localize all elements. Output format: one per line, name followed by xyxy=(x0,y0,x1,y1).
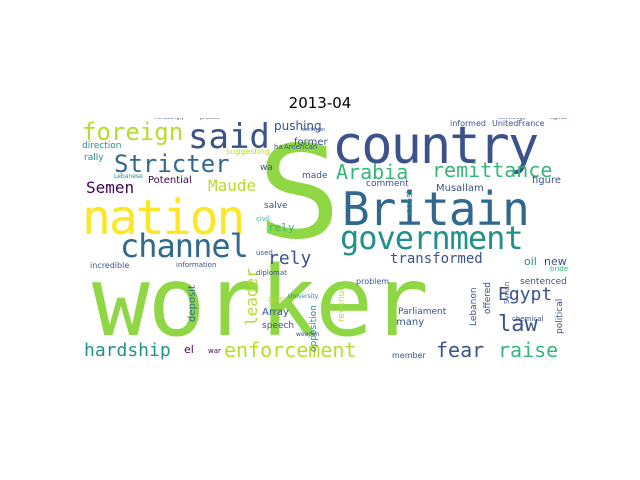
word-diplomat: diplomat xyxy=(256,269,287,277)
word-britain: Britain xyxy=(342,182,530,236)
word-opposition: opposition xyxy=(309,305,319,352)
word-said: said xyxy=(188,118,270,157)
word-syrian: Syrian xyxy=(503,281,511,304)
word-nation: nation xyxy=(82,190,245,246)
word-increasingly: increasingly xyxy=(154,118,185,121)
word-offered: offered xyxy=(483,282,493,314)
word-lebanon: Lebanon xyxy=(469,287,479,326)
word-technology: technology xyxy=(498,118,526,121)
word-chemical: chemical xyxy=(512,315,544,323)
word-remittance: remittance xyxy=(432,158,553,182)
word-musallam: Musallam xyxy=(436,183,484,194)
word-law: law xyxy=(498,312,538,337)
word-egypt: Egypt xyxy=(498,284,553,305)
word-informed: informed xyxy=(450,119,486,128)
word-war: war xyxy=(208,347,221,355)
word-pushing: pushing xyxy=(274,119,322,133)
word-many: many xyxy=(396,317,425,328)
word-revenue: revenue xyxy=(337,285,347,322)
word-foreign: foreign xyxy=(82,118,184,146)
word-figure: figure xyxy=(532,175,562,186)
word-united: United xyxy=(492,119,519,128)
word-channel: channel xyxy=(120,227,249,265)
word-former: former xyxy=(294,137,328,148)
word-suggesting: suggesting xyxy=(226,147,270,156)
word-incredible: incredible xyxy=(90,261,130,270)
chart-title: 2013-04 xyxy=(288,94,352,112)
word-rally: rally xyxy=(84,153,104,163)
word-direction: direction xyxy=(82,141,122,151)
word-array: Array xyxy=(262,307,289,318)
word-deposit: deposit xyxy=(187,285,198,322)
word-fear: fear xyxy=(436,338,485,362)
word-stricter: Stricter xyxy=(114,150,230,178)
word-gas: gas xyxy=(268,295,284,305)
word-university: University xyxy=(288,293,319,300)
word-worker: worker xyxy=(92,246,429,358)
word-cloud: worker S country nation Britain governme… xyxy=(80,118,580,368)
word-enforcement: enforcement xyxy=(224,338,357,362)
word-semen: Semen xyxy=(86,178,135,197)
word-information: information xyxy=(176,261,217,269)
word-rely-2: rely xyxy=(268,221,295,234)
word-made: made xyxy=(302,171,328,181)
word-france: France xyxy=(518,119,545,128)
word-parliament: Parliament xyxy=(398,307,447,317)
word-american: American xyxy=(284,143,318,151)
word-political: political xyxy=(555,298,565,334)
word-transformed: transformed xyxy=(390,251,483,267)
word-sentenced: sentenced xyxy=(520,277,567,287)
word-lebanese: Lebanese xyxy=(114,173,143,180)
word-bride: bride xyxy=(550,265,569,273)
word-wa: wa xyxy=(260,163,273,173)
word-maude: Maude xyxy=(208,176,257,195)
word-member: member xyxy=(392,351,426,360)
word-el: el xyxy=(184,343,194,356)
word-coast: coast xyxy=(405,189,415,214)
word-signed: signed xyxy=(550,118,567,121)
word-potential: Potential xyxy=(148,175,192,186)
word-oil: oil xyxy=(524,255,537,268)
word-civil: civil xyxy=(256,215,270,223)
word-speech: speech xyxy=(262,321,295,331)
word-used: used xyxy=(256,249,273,257)
word-new: new xyxy=(544,255,567,268)
word-government: government xyxy=(340,219,524,257)
word-rely-1: rely xyxy=(268,248,312,269)
word-sectarian: sectarian xyxy=(302,127,326,133)
word-problem: problem xyxy=(356,277,390,286)
word-arabia: Arabia xyxy=(336,160,409,184)
word-hardship: hardship xyxy=(84,340,171,361)
word-weapon: weapon xyxy=(296,331,320,338)
word-raise: raise xyxy=(498,338,559,362)
word-comment: comment xyxy=(366,179,409,189)
word-salve: salve xyxy=(264,201,288,211)
word-s: S xyxy=(258,119,340,268)
word-country: country xyxy=(332,118,539,176)
word-process: process xyxy=(200,118,220,121)
word-ha: ha xyxy=(274,143,283,151)
